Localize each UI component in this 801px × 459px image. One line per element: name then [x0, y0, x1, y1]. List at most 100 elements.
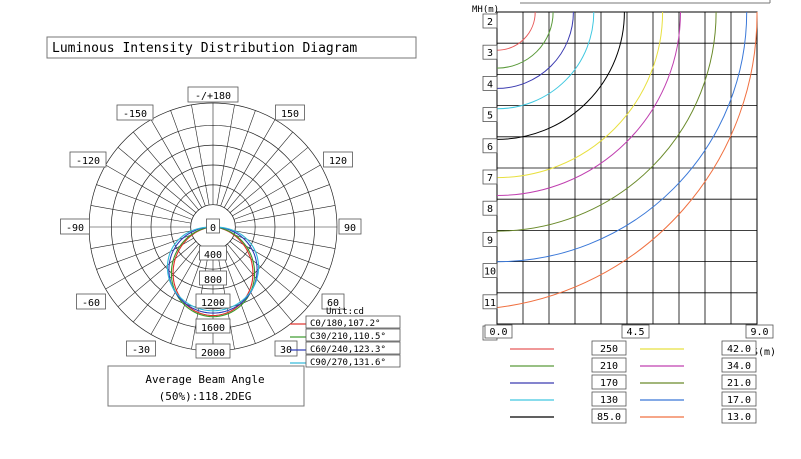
isolux-contour	[496, 11, 717, 232]
angle-label-box	[187, 86, 239, 103]
legend-entry: C0/180,107.2°	[310, 319, 380, 329]
polar-spoke	[229, 241, 309, 307]
polar-spoke	[170, 110, 206, 207]
beam-angle-box	[107, 365, 305, 407]
unit-label: Unit:cd	[326, 307, 364, 317]
isolux-legend-box	[721, 391, 757, 407]
angle-label-box	[321, 293, 345, 310]
angle-label-box	[76, 293, 106, 310]
isolux-contour	[496, 11, 625, 140]
radial-label: 0	[210, 223, 216, 234]
radial-label-box	[195, 293, 231, 309]
y-tick-label: 2	[487, 17, 493, 28]
beam-angle-heading: Average Beam Angle	[145, 373, 264, 386]
radial-label-box	[195, 343, 231, 359]
angle-label: 150	[281, 109, 299, 120]
isolux-legend-value: 85.0	[597, 412, 621, 423]
isolux-legend-box	[591, 408, 627, 424]
polar-spoke	[234, 230, 336, 249]
isolux-legend-value: 210	[600, 361, 618, 372]
angle-label: -60	[82, 298, 100, 309]
polar-legend: Unit:cd C0/180,107.2° C30/210,110.5° C60/24…	[290, 307, 401, 368]
isolux-contour	[496, 11, 664, 179]
polar-grid	[88, 102, 338, 352]
isolux-contour	[496, 11, 595, 110]
radial-label: 400	[204, 250, 222, 261]
legend-entry-box	[305, 315, 401, 329]
polar-spoke	[216, 104, 235, 206]
isolux-contour	[496, 11, 554, 69]
radial-label-box	[199, 245, 227, 261]
y-tick-box	[482, 138, 498, 154]
y-tick-box	[482, 169, 498, 185]
polar-labels: -/+180 -150 150 -120 120 -90 90 -60 60 -30 30 0 400 8…	[60, 86, 362, 359]
isolux-curves	[496, 11, 758, 309]
x-tick-box	[621, 324, 650, 339]
angle-label-box	[116, 104, 154, 121]
isolux-legend-value: 130	[600, 395, 618, 406]
isolux-contour	[496, 11, 758, 309]
y-tick-label: 7	[487, 173, 493, 184]
angle-label-box	[275, 104, 305, 121]
x-tick-label: 9.0	[750, 327, 768, 338]
isolux-legend-box	[591, 340, 627, 356]
isolux-legend-box	[591, 391, 627, 407]
polar-spoke	[233, 184, 330, 220]
isolux-legend-box	[721, 408, 757, 424]
isolux-legend-box	[721, 340, 757, 356]
isolux-axis-labels: 234567891011120.04.59.0	[482, 13, 774, 341]
isolux-legend-box	[721, 357, 757, 373]
legend-entry: C90/270,131.6°	[310, 358, 386, 368]
polar-series-curve	[166, 226, 260, 312]
polar-spoke	[233, 234, 330, 270]
polar-diagram: Luminous Intensity Distribution Diagram …	[46, 36, 417, 407]
polar-spoke	[90, 205, 192, 224]
y-tick-box	[482, 107, 498, 122]
angle-label-box	[338, 218, 362, 235]
angle-label: -120	[76, 156, 100, 167]
polar-spoke	[223, 119, 276, 208]
isolux-contour	[496, 11, 574, 89]
y-tick-label: 6	[487, 142, 493, 153]
isolux-contour	[496, 11, 748, 263]
x-tick-label: 4.5	[626, 327, 644, 338]
y-tick-box	[482, 13, 498, 29]
isolux-legend-box	[591, 357, 627, 373]
isolux-contour	[496, 11, 536, 51]
radial-label: 1600	[201, 323, 225, 334]
isolux-legend: 250 210 170 130 85.0 42.0 34.0 21.0 17.0 13.0	[510, 340, 757, 424]
y-tick-box	[482, 294, 498, 310]
polar-spoke	[229, 147, 309, 213]
y-tick-box	[482, 200, 498, 216]
polar-spoke	[90, 230, 192, 249]
radial-label: 800	[204, 275, 222, 286]
y-tick-label: 11	[484, 298, 496, 309]
y-tick-label: 8	[487, 204, 493, 215]
x-tick-box	[745, 324, 774, 339]
diagram-title: Luminous Intensity Distribution Diagram	[52, 41, 357, 56]
polar-spoke	[170, 247, 206, 344]
isolux-contour	[496, 11, 681, 196]
angle-label: -30	[132, 345, 150, 356]
angle-label-box	[274, 340, 298, 357]
polar-spoke	[133, 243, 199, 323]
isolux-legend-box	[721, 374, 757, 390]
angle-label-box	[126, 340, 156, 357]
polar-spoke	[191, 104, 210, 206]
angle-label: 120	[329, 156, 347, 167]
polar-spoke	[220, 247, 256, 344]
isolux-legend-value: 21.0	[727, 378, 751, 389]
isolux-legend-value: 250	[600, 344, 618, 355]
isolux-legend-box	[591, 374, 627, 390]
y-tick-box	[482, 263, 498, 279]
title-box	[46, 36, 417, 59]
angle-label-box	[323, 151, 353, 168]
angle-label: 30	[280, 345, 292, 356]
radial-label-box	[206, 218, 220, 234]
isolux-legend-value: 13.0	[727, 412, 751, 423]
polar-spoke	[96, 234, 193, 270]
isolux-grid	[496, 11, 758, 325]
legend-entry-box	[305, 354, 401, 368]
y-tick-label: 10	[484, 267, 496, 278]
